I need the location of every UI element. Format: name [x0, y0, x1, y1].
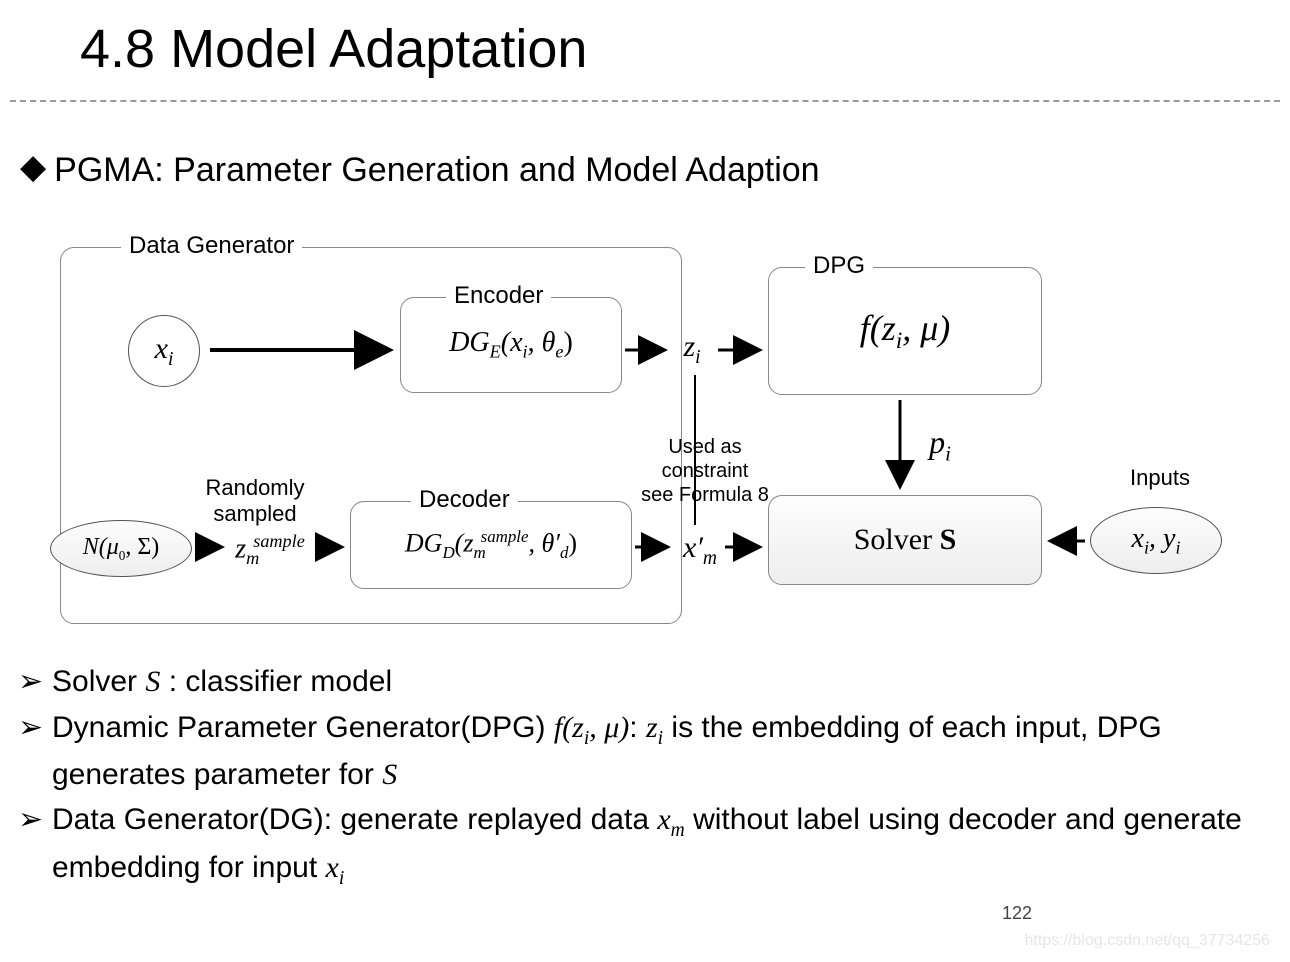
- watermark: https://blog.csdn.net/qq_37734256: [1024, 932, 1270, 950]
- bullet-1-text: Solver S : classifier model: [52, 660, 1268, 704]
- arrows-svg: [60, 225, 1240, 645]
- bullet-3-text: Data Generator(DG): generate replayed da…: [52, 798, 1268, 893]
- bullet-1: ➢ Solver S : classifier model: [18, 660, 1268, 704]
- pgma-diagram: Data Generator xi Encoder DGE(xi, θe) zi…: [60, 225, 1240, 645]
- bullet-2-text: Dynamic Parameter Generator(DPG) f(zi, μ…: [52, 706, 1268, 797]
- bullet-2: ➢ Dynamic Parameter Generator(DPG) f(zi,…: [18, 706, 1268, 797]
- page-number: 122: [1002, 903, 1032, 924]
- subtitle-text: PGMA: Parameter Generation and Model Ada…: [54, 151, 819, 189]
- title-divider: [10, 100, 1280, 102]
- triangle-bullet-icon: ➢: [18, 660, 52, 704]
- bullet-3: ➢ Data Generator(DG): generate replayed …: [18, 798, 1268, 893]
- slide-title: 4.8 Model Adaptation: [80, 18, 587, 80]
- triangle-bullet-icon: ➢: [18, 706, 52, 797]
- triangle-bullet-icon: ➢: [18, 798, 52, 893]
- subtitle-row: ◆PGMA: Parameter Generation and Model Ad…: [20, 150, 820, 190]
- diamond-bullet-icon: ◆: [20, 147, 46, 187]
- bullet-list: ➢ Solver S : classifier model ➢ Dynamic …: [18, 660, 1268, 895]
